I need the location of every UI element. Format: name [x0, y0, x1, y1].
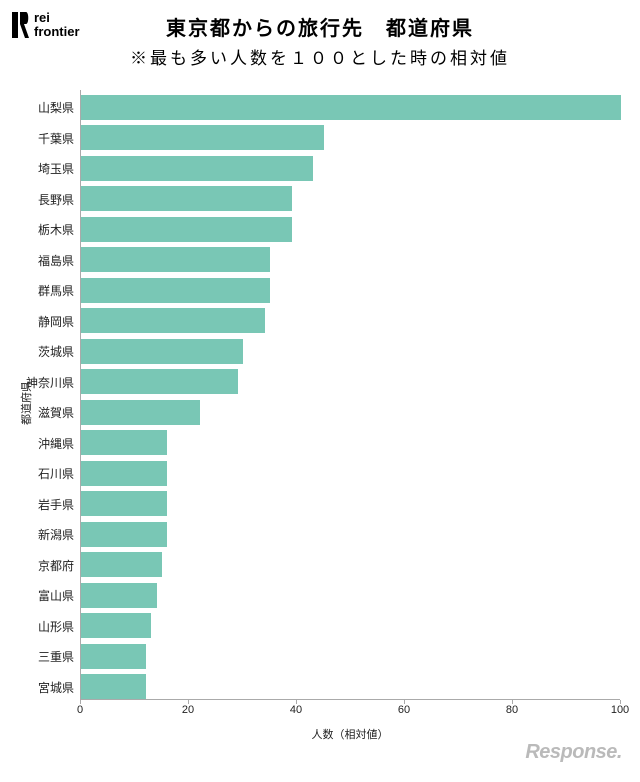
y-tick-label: 石川県 [14, 465, 74, 482]
bar-row [81, 306, 265, 337]
bar-row [81, 397, 200, 428]
bar [81, 491, 167, 516]
y-tick-label: 宮城県 [14, 679, 74, 696]
bar-row [81, 245, 270, 276]
y-tick-label: 千葉県 [14, 130, 74, 147]
x-tick-label: 0 [77, 704, 83, 716]
bar-row [81, 519, 167, 550]
y-tick-label: 岩手県 [14, 496, 74, 513]
bar [81, 674, 146, 699]
y-tick-label: 埼玉県 [14, 160, 74, 177]
y-tick-label: 静岡県 [14, 313, 74, 330]
bar [81, 430, 167, 455]
bar [81, 461, 167, 486]
bar [81, 278, 270, 303]
x-tick-label: 20 [182, 704, 194, 716]
bar [81, 400, 200, 425]
y-tick-label: 新潟県 [14, 526, 74, 543]
y-tick-label: 山形県 [14, 618, 74, 635]
y-tick-label: 三重県 [14, 648, 74, 665]
plot-region [80, 90, 620, 700]
y-tick-label: 長野県 [14, 191, 74, 208]
y-tick-label: 山梨県 [14, 99, 74, 116]
chart-subtitle: ※最も多い人数を１００とした時の相対値 [0, 44, 640, 69]
bar-row [81, 428, 167, 459]
bar-row [81, 153, 313, 184]
x-tick-label: 60 [398, 704, 410, 716]
chart-title: 東京都からの旅行先 都道府県 [0, 12, 640, 41]
bar-row [81, 184, 292, 215]
x-tick-label: 100 [611, 704, 629, 716]
bar-row [81, 336, 243, 367]
bar [81, 247, 270, 272]
y-tick-label: 栃木県 [14, 221, 74, 238]
watermark: Response. [525, 741, 622, 764]
y-tick-label: 福島県 [14, 252, 74, 269]
x-axis-label: 人数（相対値） [80, 726, 620, 742]
y-tick-label: 神奈川県 [14, 374, 74, 391]
chart-area: 都道府県 人数（相対値） 山梨県千葉県埼玉県長野県栃木県福島県群馬県静岡県茨城県… [80, 90, 620, 720]
bar-row [81, 92, 621, 123]
y-tick-label: 沖縄県 [14, 435, 74, 452]
bar [81, 613, 151, 638]
bar-row [81, 611, 151, 642]
bar [81, 552, 162, 577]
bar [81, 522, 167, 547]
bar-row [81, 672, 146, 703]
bar [81, 644, 146, 669]
bar-row [81, 214, 292, 245]
bar-row [81, 580, 157, 611]
bar [81, 217, 292, 242]
y-tick-label: 滋賀県 [14, 404, 74, 421]
bar [81, 156, 313, 181]
bar [81, 369, 238, 394]
bar-row [81, 550, 162, 581]
bar [81, 339, 243, 364]
y-tick-label: 茨城県 [14, 343, 74, 360]
bar [81, 125, 324, 150]
y-tick-label: 富山県 [14, 587, 74, 604]
bar [81, 95, 621, 120]
bar [81, 583, 157, 608]
y-tick-label: 京都府 [14, 557, 74, 574]
bar [81, 186, 292, 211]
x-tick-label: 40 [290, 704, 302, 716]
bar [81, 308, 265, 333]
y-tick-label: 群馬県 [14, 282, 74, 299]
bar-row [81, 489, 167, 520]
bar-row [81, 367, 238, 398]
bar-row [81, 275, 270, 306]
bar-row [81, 123, 324, 154]
bar-row [81, 458, 167, 489]
bar-row [81, 641, 146, 672]
x-tick-label: 80 [506, 704, 518, 716]
